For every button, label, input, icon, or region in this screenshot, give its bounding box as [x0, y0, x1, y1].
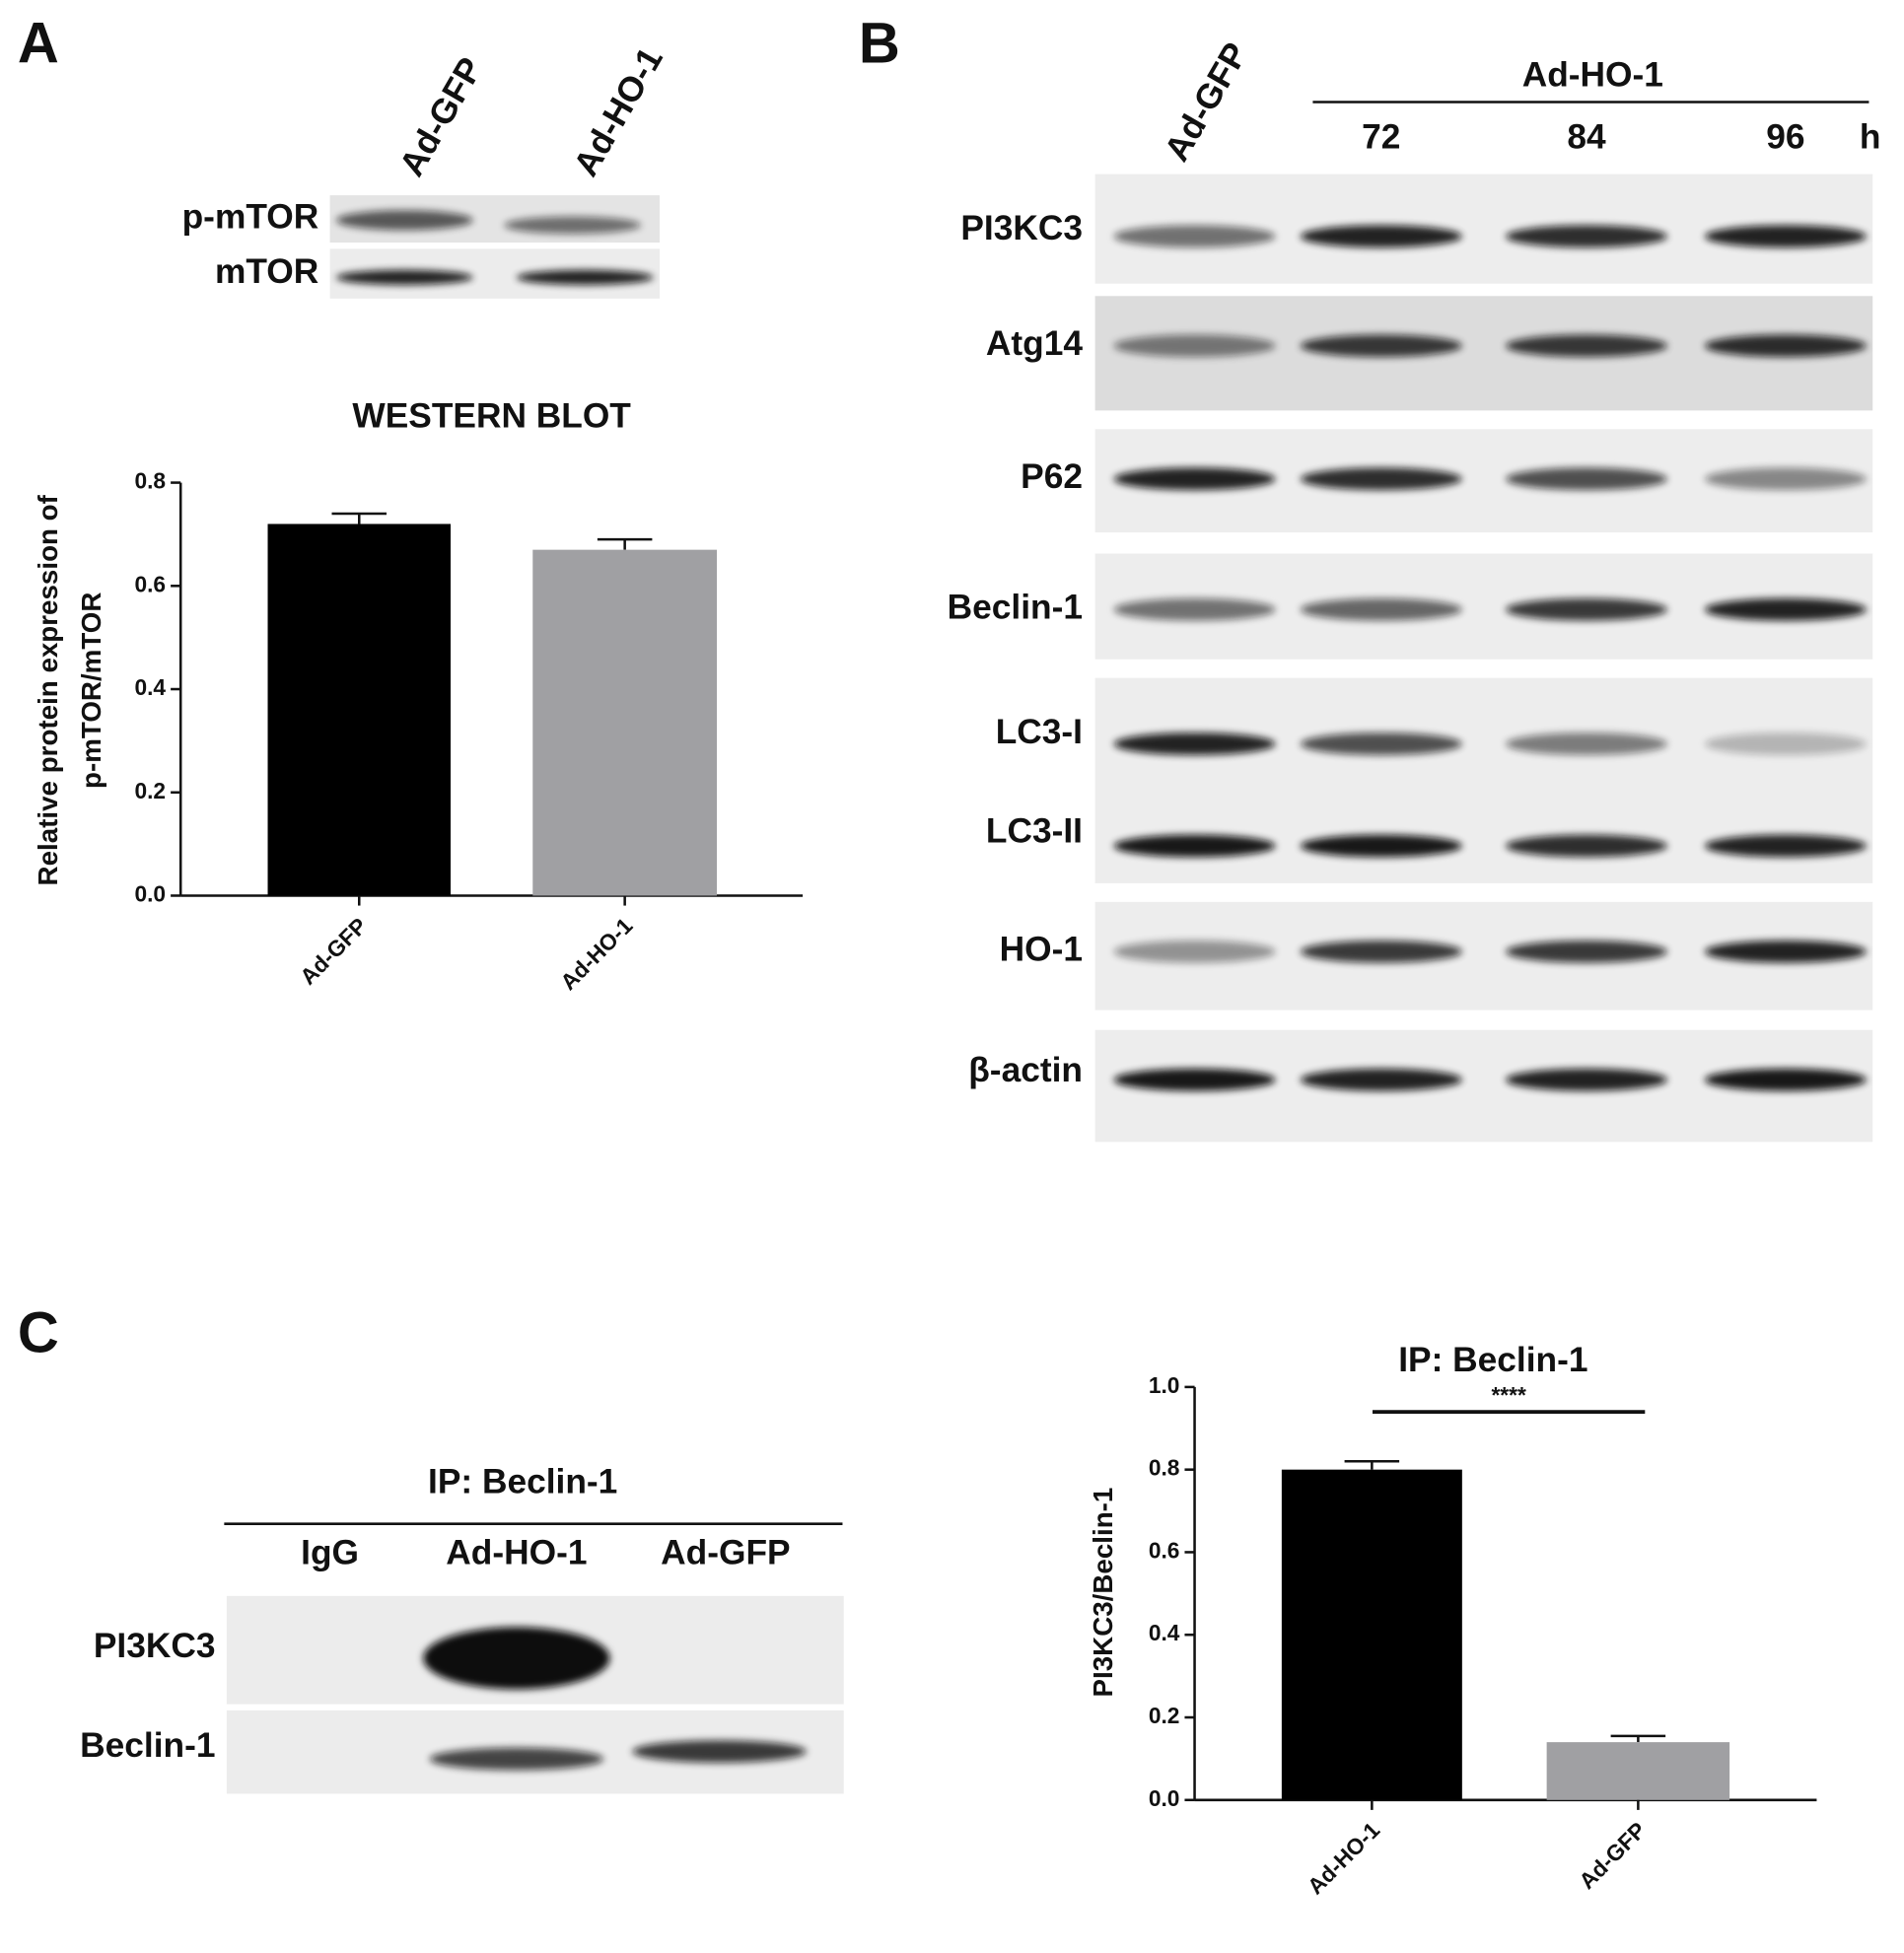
row-label: Beclin-1 [80, 1726, 215, 1765]
band [1113, 225, 1276, 248]
x-tick-label: Ad-GFP [295, 913, 372, 990]
band [1505, 732, 1668, 755]
band [1113, 467, 1276, 491]
row-label: P62 [1021, 457, 1083, 496]
band [1704, 732, 1867, 755]
y-tick-label: 0.4 [1149, 1620, 1180, 1645]
band [1505, 597, 1668, 621]
y-tick-label: 1.0 [1149, 1372, 1180, 1398]
x-tick-label: Ad-HO-1 [1303, 1817, 1384, 1899]
row-label: LC3-II [986, 812, 1083, 851]
band [1300, 940, 1462, 963]
band [1704, 467, 1867, 491]
band [335, 269, 473, 285]
row-label: p-mTOR [182, 197, 319, 236]
lane-label: IgG [301, 1534, 359, 1572]
row-label: mTOR [215, 252, 318, 291]
time-label: 84 [1567, 118, 1606, 157]
row-label: PI3KC3 [94, 1627, 216, 1665]
lane-label: Ad-HO-1 [567, 41, 670, 183]
row-label: LC3-I [996, 713, 1083, 751]
band [1704, 940, 1867, 963]
lane-label: Ad-GFP [1158, 36, 1255, 168]
band [1300, 334, 1462, 358]
band [1300, 225, 1462, 248]
x-tick-label: Ad-HO-1 [555, 913, 637, 995]
band [1704, 597, 1867, 621]
row-label: β-actin [968, 1051, 1083, 1089]
band [1113, 834, 1276, 858]
y-tick-label: 0.2 [134, 778, 166, 803]
band [1505, 225, 1668, 248]
y-tick-label: 0.4 [134, 674, 166, 700]
y-tick-label: 0.6 [134, 571, 166, 596]
time-label: 96 [1766, 118, 1804, 157]
significance-label: **** [1491, 1382, 1526, 1408]
band [1300, 1068, 1462, 1091]
row-label: HO-1 [1000, 931, 1083, 969]
row-label: Beclin-1 [948, 589, 1083, 627]
band [1704, 334, 1867, 358]
lane-label: Ad-HO-1 [446, 1534, 587, 1572]
panel-letter: A [18, 11, 59, 75]
band [1300, 834, 1462, 858]
row-label: Atg14 [986, 324, 1083, 363]
panel-letter: C [18, 1301, 59, 1365]
band [1704, 225, 1867, 248]
row-label: PI3KC3 [960, 209, 1083, 247]
band [1113, 597, 1276, 621]
chart-title: IP: Beclin-1 [1398, 1341, 1587, 1379]
lane-label: Ad-GFP [661, 1534, 790, 1572]
band [1704, 1068, 1867, 1091]
y-tick-label: 0.8 [134, 468, 166, 494]
bar [532, 549, 718, 896]
panel-letter: B [859, 11, 900, 75]
y-axis-label: PI3KC3/Beclin-1 [1088, 1488, 1118, 1698]
band [1505, 1068, 1668, 1091]
x-tick-label: Ad-GFP [1574, 1817, 1651, 1894]
unit-label: h [1860, 118, 1881, 157]
y-axis-label: p-mTOR/mTOR [76, 593, 106, 789]
bar [1281, 1469, 1462, 1800]
lane-label: Ad-GFP [392, 51, 490, 182]
y-tick-label: 0.0 [1149, 1785, 1180, 1811]
bar [267, 523, 452, 896]
blot-title: IP: Beclin-1 [428, 1463, 617, 1501]
band [1113, 940, 1276, 963]
band [1113, 732, 1276, 755]
y-tick-label: 0.2 [1149, 1703, 1180, 1728]
band [632, 1740, 807, 1763]
y-tick-label: 0.0 [134, 880, 166, 906]
band [1113, 334, 1276, 358]
band [1505, 334, 1668, 358]
band [429, 1747, 604, 1771]
band [1113, 1068, 1276, 1091]
band [1505, 940, 1668, 963]
group-label: Ad-HO-1 [1522, 56, 1663, 95]
band [1704, 834, 1867, 858]
band [1300, 467, 1462, 491]
band [516, 269, 654, 285]
y-tick-label: 0.6 [1149, 1537, 1180, 1563]
bar [1546, 1742, 1730, 1800]
chart-title: WESTERN BLOT [352, 396, 631, 435]
time-label: 72 [1362, 118, 1400, 157]
band [504, 216, 642, 235]
band [335, 210, 473, 231]
band [1300, 597, 1462, 621]
band [1505, 467, 1668, 491]
y-axis-label: Relative protein expression of [33, 494, 63, 885]
y-tick-label: 0.8 [1149, 1455, 1180, 1481]
band [1505, 834, 1668, 858]
band [423, 1627, 610, 1690]
band [1300, 732, 1462, 755]
